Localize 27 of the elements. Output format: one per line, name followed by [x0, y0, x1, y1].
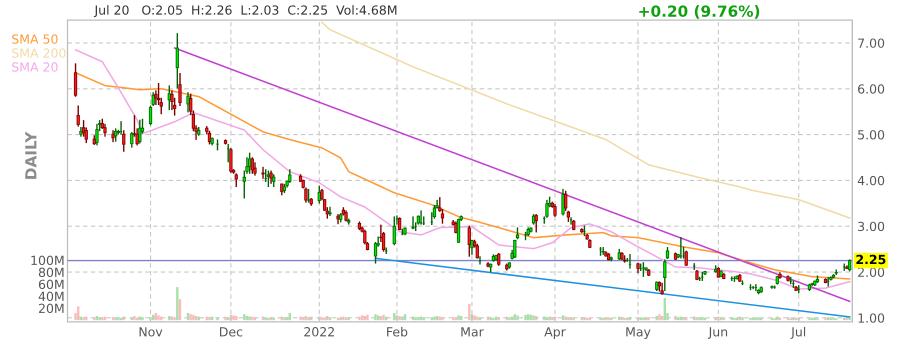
x-tick-label: Feb [387, 326, 408, 337]
x-tick-label: Jun [708, 327, 728, 339]
y-tick-label: 6.00 [858, 84, 884, 94]
y2-tick-label: 20M [38, 304, 64, 314]
x-tick-label: Jul [790, 326, 806, 339]
y2-tick-label: 80M [38, 268, 64, 278]
chart-title: Jul 20 O:2.05 H:2.26 L:2.03 C:2.25 Vol:4.68M [94, 5, 396, 18]
text: SMA 50 [12, 34, 58, 44]
y-tick-label: 3.00 [858, 222, 884, 232]
text: DAILY [25, 131, 36, 179]
y-tick-label: 7.00 [858, 38, 884, 48]
x-tick-label: 2022 [304, 327, 334, 337]
y-tick-label: 1.00 [858, 313, 884, 323]
series-label: SMA 20 [12, 62, 58, 72]
y-tick-label: 4.00 [858, 176, 884, 186]
y2-tick-label: 40M [38, 292, 64, 302]
x-tick-label: Nov [140, 327, 162, 337]
text: SMA 200 [12, 48, 66, 58]
y2-tick-label: 100M [31, 256, 64, 266]
y-tick-label: 5.00 [858, 130, 884, 140]
chart-subtitle: +0.20 (9.76%) [639, 5, 760, 19]
ref-line-label: 2.25 [856, 254, 886, 264]
x-tick-label: Dec [220, 327, 242, 337]
x-tick-label: May [626, 327, 651, 339]
y2-tick-label: 60M [38, 280, 64, 290]
x-tick-label: Mar [461, 327, 484, 337]
x-tick-label: Apr [544, 327, 566, 339]
